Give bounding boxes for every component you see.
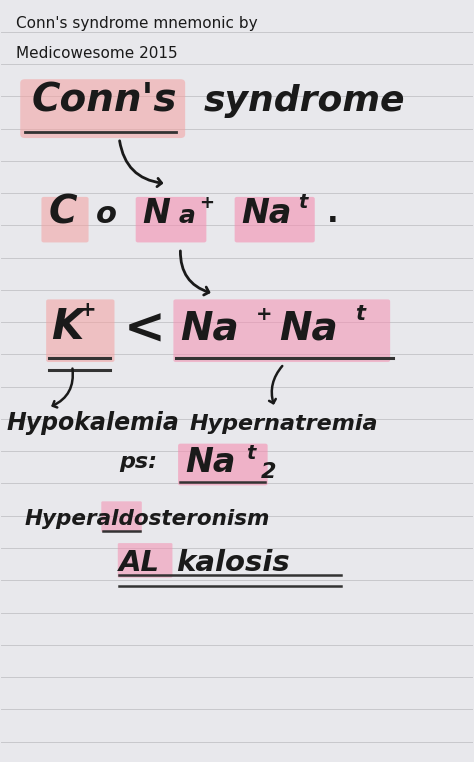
FancyBboxPatch shape (20, 79, 185, 138)
Text: t: t (355, 304, 365, 325)
Text: <: < (124, 305, 166, 353)
FancyBboxPatch shape (118, 543, 173, 578)
Text: C: C (48, 194, 77, 232)
Text: 2: 2 (261, 462, 276, 482)
Text: AL: AL (119, 549, 160, 577)
Text: o: o (96, 200, 117, 229)
Text: +: + (256, 306, 273, 325)
Text: t: t (298, 194, 308, 213)
Text: Hyperaldosteronism: Hyperaldosteronism (25, 509, 270, 530)
Text: K: K (51, 306, 83, 348)
Text: Conn's: Conn's (32, 82, 178, 120)
FancyBboxPatch shape (46, 299, 115, 362)
FancyBboxPatch shape (41, 197, 89, 242)
Text: a: a (178, 204, 195, 229)
FancyBboxPatch shape (101, 501, 142, 532)
Text: Medicowesome 2015: Medicowesome 2015 (16, 46, 177, 61)
Text: N: N (143, 197, 171, 230)
Text: +: + (199, 194, 214, 213)
Text: Na: Na (185, 446, 236, 479)
Text: kalosis: kalosis (176, 549, 290, 577)
Text: Hypernatremia: Hypernatremia (190, 415, 378, 434)
Text: Na: Na (279, 309, 338, 347)
FancyBboxPatch shape (178, 443, 268, 485)
Text: t: t (246, 443, 256, 463)
Text: ps:: ps: (119, 453, 157, 472)
Text: Conn's syndrome mnemonic by: Conn's syndrome mnemonic by (16, 16, 257, 31)
FancyBboxPatch shape (235, 197, 315, 242)
Text: Hypokalemia: Hypokalemia (6, 411, 179, 435)
FancyBboxPatch shape (136, 197, 206, 242)
Text: .: . (327, 199, 338, 228)
Text: syndrome: syndrome (204, 85, 406, 118)
Text: Na: Na (181, 309, 239, 347)
Text: +: + (79, 300, 97, 321)
FancyBboxPatch shape (173, 299, 390, 362)
Text: Na: Na (242, 197, 292, 230)
